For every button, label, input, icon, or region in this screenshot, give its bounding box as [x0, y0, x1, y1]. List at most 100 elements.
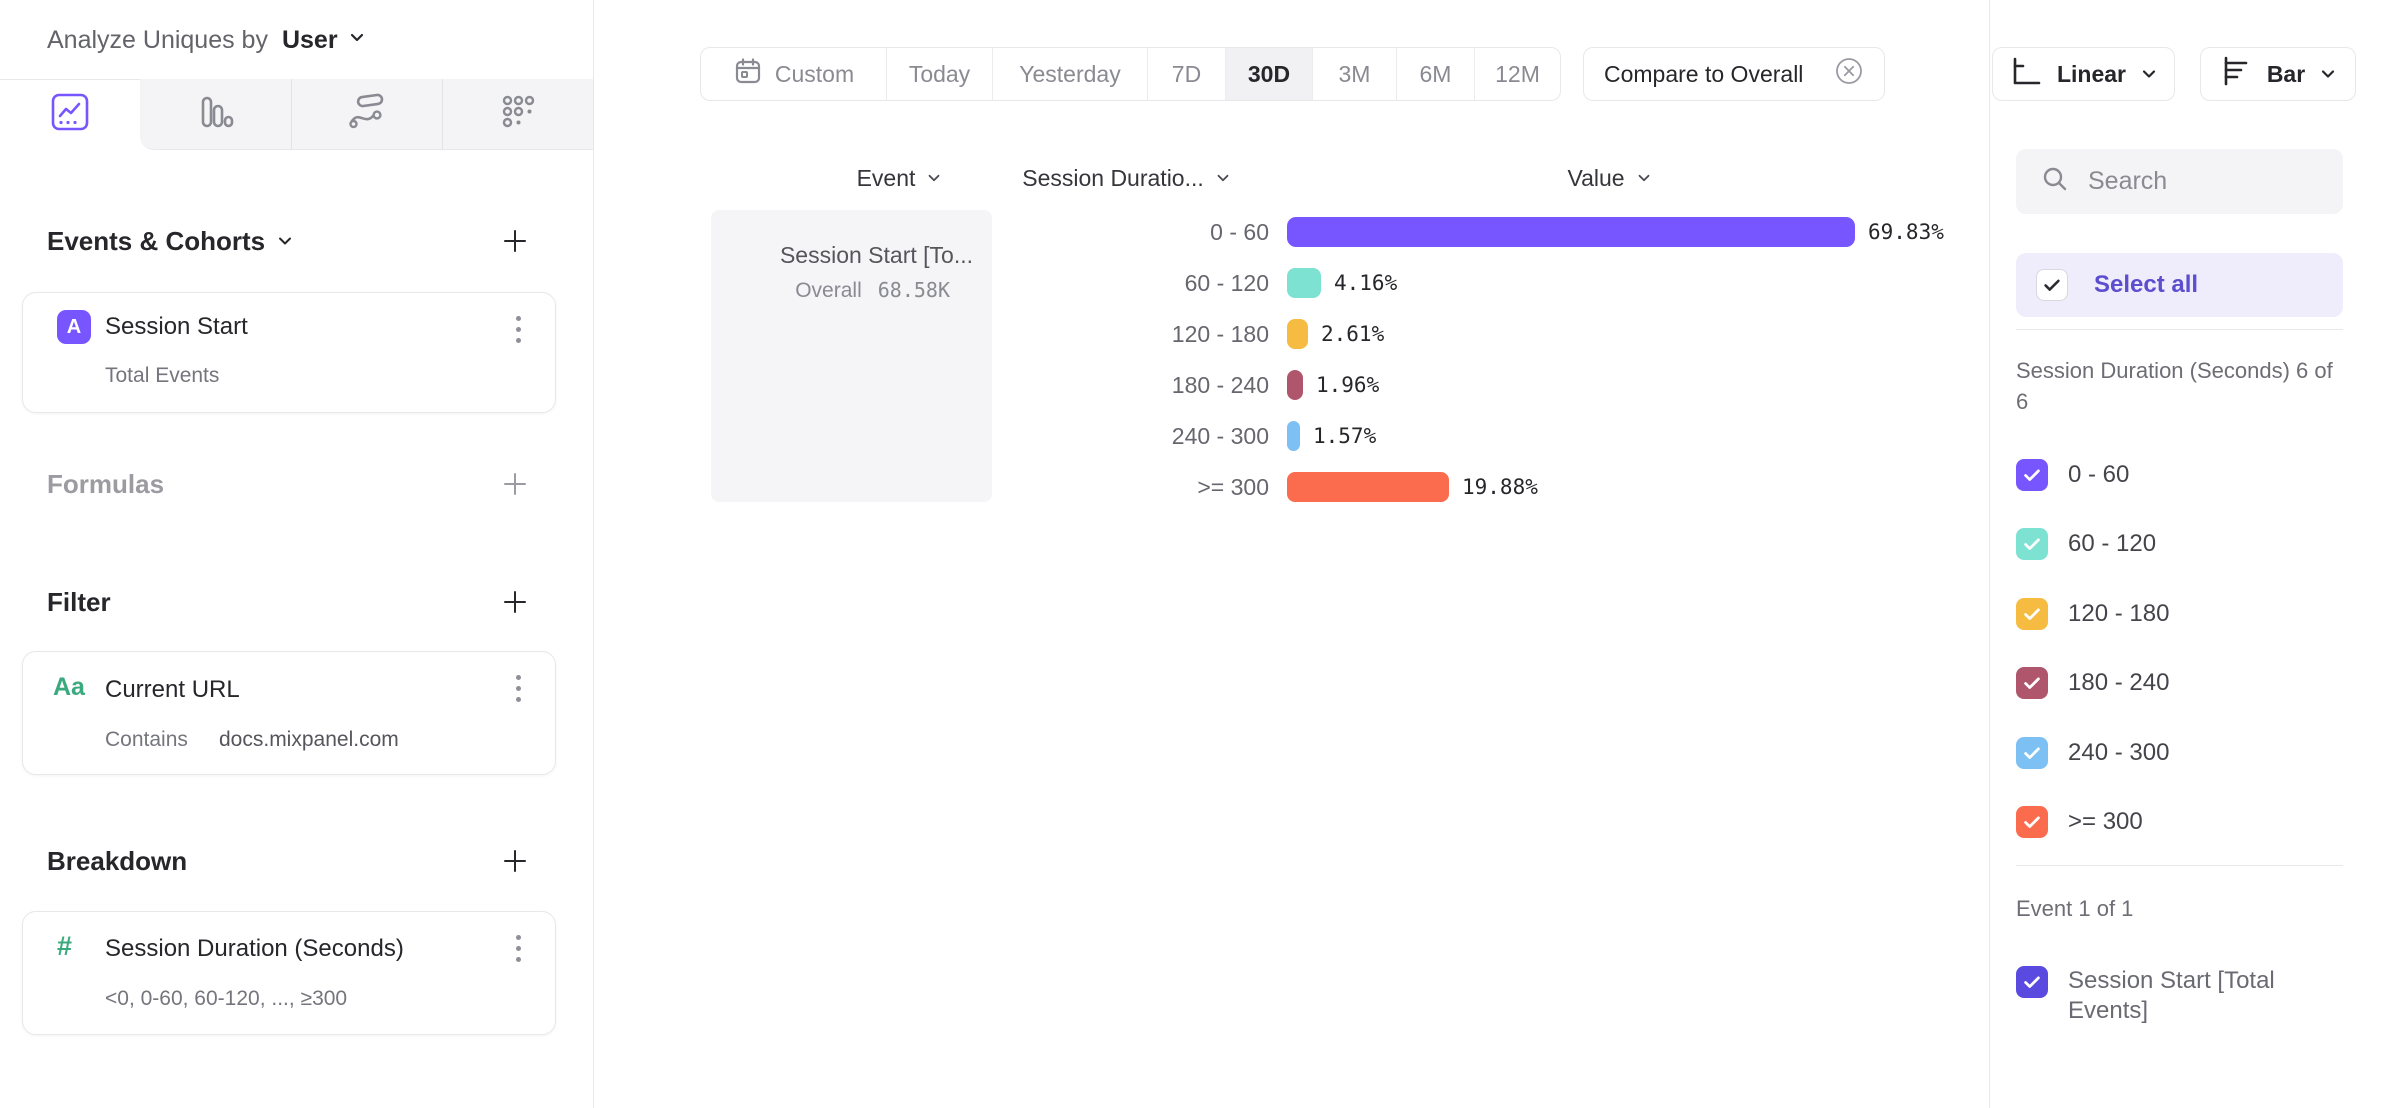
bar-value-label: 2.61% [1321, 322, 1385, 346]
tab-retention[interactable] [442, 79, 593, 150]
chevron-down-icon [929, 174, 940, 182]
plus-icon [504, 230, 526, 252]
filter-property-name[interactable]: Current URL [105, 676, 240, 703]
segment-search[interactable] [2016, 149, 2343, 214]
legend-item-0-60[interactable]: 0 - 60 [2016, 459, 2129, 491]
bar-value-label: 19.88% [1462, 475, 1538, 499]
add-filter-button[interactable] [497, 584, 533, 620]
legend-checkbox[interactable] [2016, 598, 2048, 630]
event-legend-label: Session Start [Total Events] [2068, 967, 2275, 1024]
select-all-checkbox[interactable] [2036, 269, 2068, 301]
legend-item-60-120[interactable]: 60 - 120 [2016, 528, 2156, 560]
legend-checkbox[interactable] [2016, 528, 2048, 560]
legend-checkbox[interactable] [2016, 737, 2048, 769]
add-breakdown-button[interactable] [497, 843, 533, 879]
breakdown-title: Breakdown [47, 845, 188, 876]
filter-options-kebab-icon[interactable] [503, 666, 533, 710]
search-input[interactable] [2088, 167, 2308, 196]
bar-60-120[interactable] [1287, 268, 1321, 298]
event-series-badge: A [57, 310, 91, 344]
tab-bar-chart[interactable] [140, 79, 291, 150]
event-group-label: Event 1 of 1 [2016, 896, 2134, 921]
analyze-by-value: User [281, 25, 338, 54]
legend-item-120-180[interactable]: 120 - 180 [2016, 598, 2169, 630]
add-formula-button[interactable] [497, 466, 533, 502]
analyze-by-dropdown[interactable]: User [282, 26, 368, 55]
column-header-event[interactable]: Event [840, 160, 960, 196]
column-header-value[interactable]: Value [1540, 160, 1680, 196]
legend-event-item[interactable]: Session Start [Total Events] [2016, 966, 2316, 1026]
remove-compare-icon[interactable] [1834, 56, 1864, 92]
column-header-breakdown[interactable]: Session Duratio... [1007, 160, 1247, 196]
event-query-card[interactable]: A Session Start Total Events [22, 292, 556, 413]
breakdown-property-name[interactable]: Session Duration (Seconds) [105, 935, 404, 962]
bar-category-label: 240 - 300 [1171, 423, 1269, 449]
scale-dropdown[interactable]: Linear [1992, 47, 2175, 101]
legend-item-180-240[interactable]: 180 - 240 [2016, 667, 2169, 699]
events-cohorts-title[interactable]: Events & Cohorts [47, 226, 295, 257]
breakdown-options-kebab-icon[interactable] [503, 926, 533, 970]
breakdown-card[interactable]: # Session Duration (Seconds) <0, 0-60, 6… [22, 911, 556, 1035]
legend-item-240-300[interactable]: 240 - 300 [2016, 737, 2169, 769]
bar-category-label: 120 - 180 [1171, 321, 1269, 347]
date-range-30d[interactable]: 30D [1226, 48, 1313, 100]
chevron-down-icon [2322, 70, 2335, 78]
visualization-tab-strip [0, 79, 593, 150]
event-legend-checkbox[interactable] [2016, 966, 2048, 998]
event-summary-cell[interactable]: Session Start [To... Overall 68.58K [711, 210, 992, 502]
bar-180-240[interactable] [1287, 370, 1303, 400]
bar-category-label: >= 300 [1197, 474, 1269, 500]
date-range-control: Custom Today Yesterday 7D 30D 3M 6M 12M [700, 47, 1561, 101]
legend-label: 240 - 300 [2068, 739, 2170, 766]
plus-icon [504, 591, 526, 613]
date-range-7d[interactable]: 7D [1148, 48, 1226, 100]
filter-operator[interactable]: Contains [105, 728, 188, 751]
date-range-today[interactable]: Today [887, 48, 993, 100]
calendar-icon [733, 56, 763, 92]
date-range-12m[interactable]: 12M [1495, 60, 1540, 87]
right-sidebar-divider [1989, 0, 1990, 1108]
legend-checkbox[interactable] [2016, 667, 2048, 699]
legend-label: 60 - 120 [2068, 530, 2157, 557]
chart-type-dropdown[interactable]: Bar [2200, 47, 2356, 101]
event-options-kebab-icon[interactable] [503, 307, 533, 351]
axis-scale-icon [2008, 53, 2044, 95]
legend-checkbox[interactable] [2016, 806, 2048, 838]
bar-value-label: 69.83% [1868, 220, 1944, 244]
event-name[interactable]: Session Start [105, 313, 248, 340]
tab-insights[interactable] [0, 79, 140, 150]
date-range-3m[interactable]: 3M [1313, 48, 1397, 100]
insights-line-chart-icon [49, 91, 91, 138]
analyze-header: Analyze Uniques by User [47, 18, 368, 62]
event-aggregation[interactable]: Total Events [105, 364, 220, 387]
date-range-6m[interactable]: 6M [1397, 48, 1475, 100]
overall-value: 68.58K [877, 278, 950, 302]
events-cohorts-section-header: Events & Cohorts [47, 218, 533, 264]
filter-card[interactable]: Aa Current URL Contains docs.mixpanel.co… [22, 651, 556, 775]
legend-label: 120 - 180 [2068, 600, 2170, 627]
filter-value[interactable]: docs.mixpanel.com [219, 728, 399, 751]
tab-flows[interactable] [291, 79, 442, 150]
formulas-section-header: Formulas [47, 461, 533, 507]
breakdown-buckets[interactable]: <0, 0-60, 60-120, ..., ≥300 [105, 987, 348, 1010]
chevron-down-icon [279, 237, 292, 245]
compare-to-overall-chip[interactable]: Compare to Overall [1583, 47, 1885, 101]
bar-240-300[interactable] [1287, 421, 1300, 451]
add-event-button[interactable] [497, 223, 533, 259]
legend-label: >= 300 [2068, 808, 2143, 835]
bar-120-180[interactable] [1287, 319, 1308, 349]
bar->=300[interactable] [1287, 472, 1449, 502]
date-range-custom[interactable]: Custom [701, 48, 887, 100]
bar-value-label: 1.57% [1313, 424, 1377, 448]
bar-0-60[interactable] [1287, 217, 1855, 247]
analyze-label: Analyze Uniques by [47, 25, 268, 54]
legend-item->=300[interactable]: >= 300 [2016, 806, 2143, 838]
chevron-down-icon [1217, 174, 1229, 182]
chevron-down-icon [2142, 70, 2156, 78]
select-all-label: Select all [2094, 271, 2199, 298]
event-summary-overall: Overall 68.58K [795, 278, 950, 302]
select-all-row[interactable]: Select all [2016, 253, 2343, 317]
legend-checkbox[interactable] [2016, 459, 2048, 491]
filter-title: Filter [47, 586, 111, 617]
date-range-yesterday[interactable]: Yesterday [993, 48, 1148, 100]
